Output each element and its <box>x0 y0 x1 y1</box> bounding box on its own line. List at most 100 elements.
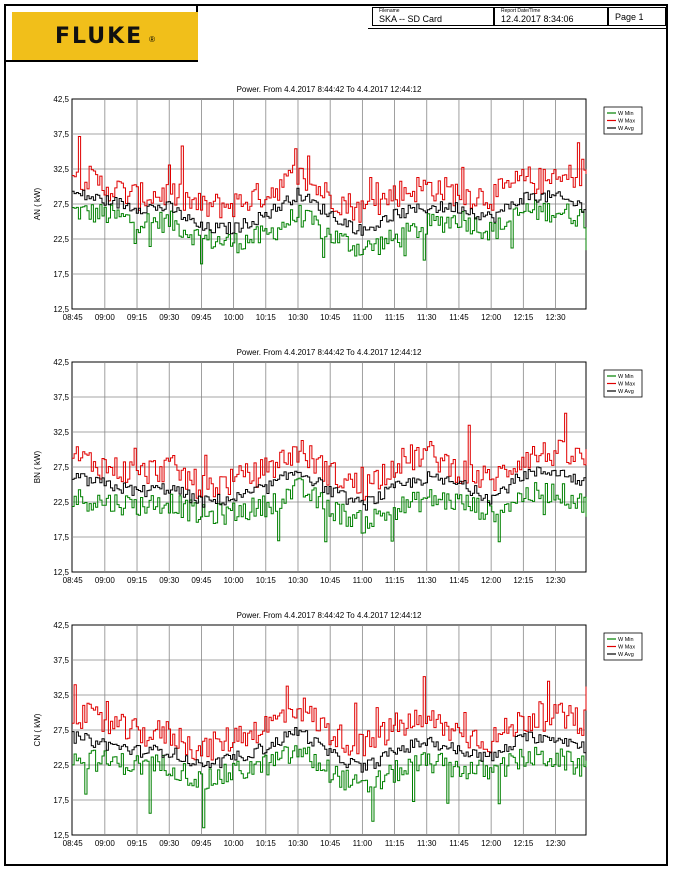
y-tick-label: 37,5 <box>53 393 69 402</box>
header-rule <box>368 28 668 29</box>
x-tick-label: 11:00 <box>353 576 373 585</box>
y-tick-label: 17,5 <box>53 796 69 805</box>
y-tick-label: 27,5 <box>53 463 69 472</box>
x-tick-label: 11:15 <box>385 313 405 322</box>
x-tick-label: 10:45 <box>320 576 341 585</box>
series-line-w-min <box>72 477 587 543</box>
chart-3: Power. From 4.4.2017 8:44:42 To 4.4.2017… <box>33 611 643 848</box>
fluke-logo: FLUKE ® <box>12 12 198 60</box>
x-tick-label: 12:15 <box>513 576 534 585</box>
y-axis-label: BN ( kW) <box>33 450 42 483</box>
legend-label: W Avg <box>618 389 634 395</box>
y-tick-label: 42,5 <box>53 621 69 630</box>
y-axis-label: CN ( kW) <box>33 713 42 746</box>
x-tick-label: 10:15 <box>256 313 277 322</box>
y-tick-label: 17,5 <box>53 270 69 279</box>
x-tick-label: 12:15 <box>513 313 534 322</box>
x-tick-label: 12:00 <box>481 839 502 848</box>
x-tick-label: 09:45 <box>191 839 212 848</box>
y-tick-label: 12,5 <box>53 568 69 577</box>
chart-title: Power. From 4.4.2017 8:44:42 To 4.4.2017… <box>237 611 422 620</box>
x-tick-label: 11:00 <box>353 839 373 848</box>
y-tick-label: 22,5 <box>53 498 69 507</box>
x-tick-label: 11:30 <box>417 576 437 585</box>
x-tick-label: 11:15 <box>385 576 405 585</box>
y-tick-label: 27,5 <box>53 726 69 735</box>
x-tick-label: 12:00 <box>481 576 502 585</box>
series-line-w-avg <box>72 187 587 236</box>
logo-text: FLUKE <box>54 23 144 49</box>
registered-mark: ® <box>149 34 156 44</box>
legend-label: W Min <box>618 374 634 380</box>
y-tick-label: 17,5 <box>53 533 69 542</box>
legend-label: W Max <box>618 119 635 125</box>
x-tick-label: 11:15 <box>385 839 405 848</box>
y-tick-label: 42,5 <box>53 358 69 367</box>
y-tick-label: 42,5 <box>53 95 69 104</box>
series-line-w-max <box>72 412 587 501</box>
report-datetime-caption: Report Date/Time <box>501 8 541 14</box>
x-tick-label: 10:15 <box>256 839 277 848</box>
x-tick-label: 11:30 <box>417 839 437 848</box>
x-tick-label: 09:15 <box>127 576 148 585</box>
x-tick-label: 10:00 <box>224 576 245 585</box>
x-tick-label: 11:30 <box>417 313 437 322</box>
x-tick-label: 10:00 <box>224 313 245 322</box>
series-line-w-min <box>72 745 587 829</box>
x-tick-label: 12:15 <box>513 839 534 848</box>
logo-box: FLUKE ® <box>4 4 198 62</box>
chart-1: Power. From 4.4.2017 8:44:42 To 4.4.2017… <box>33 85 643 322</box>
series-line-w-max <box>72 676 587 761</box>
x-tick-label: 10:30 <box>288 313 309 322</box>
x-tick-label: 11:00 <box>353 313 373 322</box>
y-tick-label: 12,5 <box>53 305 69 314</box>
series-line-w-avg <box>72 727 587 773</box>
x-tick-label: 09:30 <box>159 576 180 585</box>
series-line-w-avg <box>72 466 587 511</box>
y-tick-label: 37,5 <box>53 656 69 665</box>
x-tick-label: 09:30 <box>159 313 180 322</box>
x-tick-label: 09:00 <box>95 839 116 848</box>
x-tick-label: 11:45 <box>449 313 469 322</box>
legend-label: W Max <box>618 645 635 651</box>
x-tick-label: 10:30 <box>288 576 309 585</box>
x-tick-label: 11:45 <box>449 839 469 848</box>
x-tick-label: 09:00 <box>95 313 116 322</box>
x-tick-label: 10:15 <box>256 576 277 585</box>
x-tick-label: 12:00 <box>481 313 502 322</box>
x-tick-label: 10:45 <box>320 313 341 322</box>
y-tick-label: 37,5 <box>53 130 69 139</box>
filename-value: SKA -- SD Card <box>379 14 443 24</box>
x-tick-label: 12:30 <box>546 313 567 322</box>
legend-label: W Max <box>618 382 635 388</box>
y-tick-label: 32,5 <box>53 691 69 700</box>
x-tick-label: 10:00 <box>224 839 245 848</box>
page-number-box: Page 1 <box>608 7 666 26</box>
filename-box: Filename SKA -- SD Card <box>372 7 494 26</box>
chart-title: Power. From 4.4.2017 8:44:42 To 4.4.2017… <box>237 85 422 94</box>
x-tick-label: 09:45 <box>191 313 212 322</box>
x-tick-label: 09:15 <box>127 839 148 848</box>
x-tick-label: 09:15 <box>127 313 148 322</box>
y-tick-label: 22,5 <box>53 235 69 244</box>
x-tick-label: 12:30 <box>546 839 567 848</box>
y-tick-label: 22,5 <box>53 761 69 770</box>
chart-title: Power. From 4.4.2017 8:44:42 To 4.4.2017… <box>237 348 422 357</box>
x-tick-label: 10:30 <box>288 839 309 848</box>
x-tick-label: 08:45 <box>63 313 84 322</box>
x-tick-label: 12:30 <box>546 576 567 585</box>
x-tick-label: 09:00 <box>95 576 116 585</box>
x-tick-label: 08:45 <box>63 839 84 848</box>
page-number: Page 1 <box>615 12 644 22</box>
y-axis-label: AN ( kW) <box>33 187 42 220</box>
x-tick-label: 09:30 <box>159 839 180 848</box>
legend-label: W Min <box>618 111 634 117</box>
page-frame <box>4 4 668 866</box>
y-tick-label: 32,5 <box>53 428 69 437</box>
report-datetime-box: Report Date/Time 12.4.2017 8:34:06 <box>494 7 608 26</box>
chart-2: Power. From 4.4.2017 8:44:42 To 4.4.2017… <box>33 348 643 585</box>
x-tick-label: 10:45 <box>320 839 341 848</box>
legend-label: W Min <box>618 637 634 643</box>
y-tick-label: 27,5 <box>53 200 69 209</box>
